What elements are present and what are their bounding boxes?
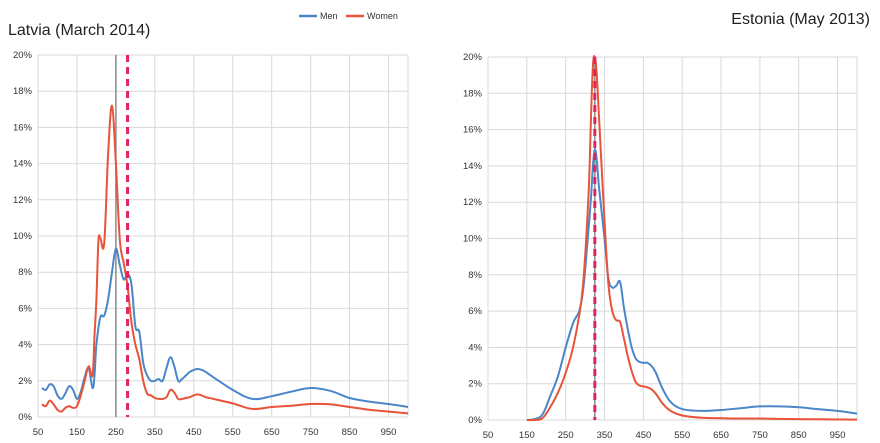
series-line-women [41,104,409,415]
x-tick-label: 50 [33,427,44,438]
y-tick-label: 8% [18,267,32,278]
series-line-men [526,148,858,421]
x-tick-label: 850 [342,427,358,438]
x-tick-label: 550 [225,427,241,438]
series-line-women [526,55,858,422]
y-tick-label: 20% [463,52,483,63]
x-tick-label: 650 [713,430,729,441]
x-tick-label: 450 [186,427,202,438]
y-tick-label: 0% [468,415,482,426]
chart-title-latvia: Latvia (March 2014) [8,22,150,39]
y-tick-label: 16% [463,125,483,136]
x-tick-label: 250 [558,430,574,441]
x-tick-label: 150 [69,427,85,438]
y-tick-label: 8% [468,270,482,281]
y-tick-label: 20% [13,50,33,61]
y-tick-label: 10% [13,231,33,242]
x-tick-label: 750 [303,427,319,438]
x-tick-label: 850 [791,430,807,441]
x-tick-label: 750 [752,430,768,441]
y-tick-label: 18% [13,86,33,97]
y-tick-label: 18% [463,88,483,99]
x-tick-label: 450 [635,430,651,441]
x-tick-label: 950 [381,427,397,438]
y-tick-label: 0% [18,412,32,423]
y-tick-label: 4% [468,342,482,353]
x-tick-label: 650 [264,427,280,438]
latvia-chart: 0% 2% 4% 6% 8% 10% 12% 14% 16% 18% 20% 50 150 250 350 4… [13,50,409,438]
series-line-men [41,247,409,408]
chart-title-estonia: Estonia (May 2013) [731,11,870,28]
x-tick-label: 550 [674,430,690,441]
y-tick-label: 12% [13,195,33,206]
x-tick-label: 350 [597,430,613,441]
y-tick-label: 16% [13,122,33,133]
x-tick-label: 250 [108,427,124,438]
y-tick-label: 6% [18,303,32,314]
y-tick-label: 6% [468,306,482,317]
x-tick-label: 50 [483,430,494,441]
y-tick-label: 10% [463,234,483,245]
legend-label-women: Women [367,11,398,21]
y-tick-label: 2% [468,379,482,390]
y-tick-label: 2% [18,376,32,387]
y-tick-label: 4% [18,340,32,351]
y-tick-label: 12% [463,197,483,208]
y-tick-label: 14% [463,161,483,172]
y-tick-label: 14% [13,159,33,170]
legend: Men Women [299,11,398,21]
x-tick-label: 350 [147,427,163,438]
legend-label-men: Men [320,11,338,21]
x-tick-label: 150 [519,430,535,441]
estonia-chart: 0% 2% 4% 6% 8% 10% 12% 14% 16% 18% 20% 50 150 250 350 4… [463,52,858,441]
x-tick-label: 950 [830,430,846,441]
